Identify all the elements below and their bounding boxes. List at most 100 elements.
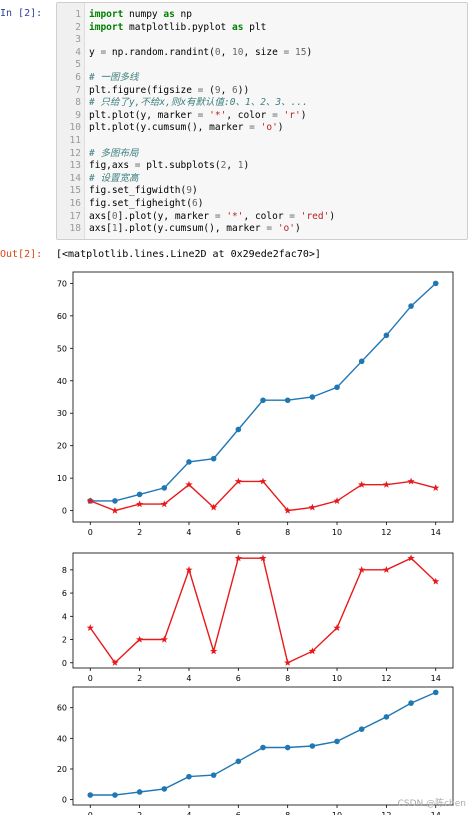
x-tick-label: 14 [431,528,441,537]
code-line[interactable]: fig.set_figwidth(9) [89,185,198,197]
y-tick-label: 60 [57,704,67,713]
data-point [186,459,192,465]
data-point [308,503,316,511]
y-tick-label: 40 [57,734,67,743]
data-point [432,280,439,287]
line-number: 1 [75,9,81,20]
input-prompt: In [2]: [0,8,43,19]
data-point [259,477,267,485]
data-point [136,500,144,508]
data-point [259,554,267,562]
y-tick-label: 6 [62,589,67,598]
data-point [210,647,218,655]
data-point [260,744,266,751]
x-tick-label: 8 [285,811,290,815]
data-point [112,792,118,798]
x-tick-label: 8 [285,528,290,537]
data-point [308,647,316,655]
data-point [432,577,440,585]
watermark: CSDN @陈chen [397,799,466,809]
y-tick-label: 8 [62,566,67,575]
x-tick-label: 12 [381,528,391,537]
code-line[interactable]: plt.figure(figsize = (9, 6)) [89,84,250,96]
data-point [186,773,192,780]
line-number: 9 [75,109,81,121]
data-point [358,358,365,365]
line-number: 5 [75,59,81,71]
data-point [333,624,341,631]
line-number: 8 [75,97,81,109]
data-point [407,477,415,485]
x-tick-label: 0 [88,674,93,683]
line-number: 17 [69,210,81,222]
y-tick-label: 2 [62,636,67,645]
line-number: 11 [69,135,81,146]
data-point [87,792,94,798]
y-tick-label: 0 [62,796,67,805]
line-number: 4 [75,46,81,58]
data-point [235,426,242,433]
data-point [284,744,291,751]
data-point [383,332,390,339]
data-point [432,484,440,491]
code-cell[interactable]: 1 import numpy as np 2 import matplotlib.py… [56,2,468,240]
x-tick-label: 6 [236,811,241,815]
data-point [309,394,316,400]
code-line[interactable]: import numpy as np [89,9,192,20]
x-tick-label: 2 [137,674,142,683]
data-point [136,491,143,498]
x-tick-label: 6 [236,674,241,683]
code-line[interactable]: # 只给了y,不给x,则x有默认值:0、1、2、3、... [89,97,308,109]
line-number: 12 [69,147,81,159]
data-point [334,384,340,391]
line-number: 14 [69,172,81,184]
code-line[interactable]: # 设置宽高 [89,172,139,184]
code-line[interactable]: plt.plot(y.cumsum(), marker = 'o') [89,122,284,134]
data-point [382,566,390,573]
line-number-gutter [57,3,85,239]
y-tick-label: 40 [57,377,67,386]
data-point [260,397,266,404]
code-line[interactable]: # 一图多线 [89,72,139,83]
y-tick-label: 20 [57,765,67,774]
code-line[interactable]: fig,axs = plt.subplots(2, 1) [89,160,250,172]
data-point [284,397,291,404]
data-point [161,485,168,491]
x-tick-label: 8 [285,674,290,683]
x-tick-label: 6 [236,528,241,537]
x-tick-label: 12 [381,674,391,683]
data-point [358,726,365,732]
data-point [210,503,218,511]
line-number: 7 [75,84,81,96]
data-point [358,480,366,488]
data-point [185,566,193,573]
y-tick-label: 4 [62,612,67,621]
data-point [160,635,168,643]
y-tick-label: 70 [57,279,67,288]
y-tick-label: 0 [62,507,67,516]
code-line[interactable]: fig.set_figheight(6) [89,198,204,209]
code-line[interactable]: axs[0].plot(y, marker = '*', color = 're… [89,210,336,222]
data-point [185,480,193,488]
data-point [161,786,168,792]
code-line[interactable]: plt.plot(y, marker = '*', color = 'r') [89,109,307,121]
code-line[interactable]: y = np.random.randint(0, 10, size = 15) [89,46,313,58]
line-number: 13 [69,160,81,172]
data-point [383,714,390,720]
line-number: 16 [69,198,81,209]
data-point [160,500,168,508]
data-point [235,758,242,765]
line-number: 2 [75,21,81,33]
data-point [284,659,292,666]
x-tick-label: 14 [431,674,441,683]
line-number: 15 [69,185,81,197]
x-tick-label: 2 [137,528,142,537]
data-point [210,772,217,778]
code-line[interactable]: axs[1].plot(y.cumsum(), marker = 'o') [89,223,301,235]
data-point [86,624,94,631]
code-line[interactable]: # 多图布局 [89,147,139,159]
output-text: [<matplotlib.lines.Line2D at 0x29ede2fac… [56,249,321,260]
data-point [234,477,242,485]
data-point [309,743,316,749]
code-line[interactable]: import matplotlib.pyplot as plt [89,21,267,33]
